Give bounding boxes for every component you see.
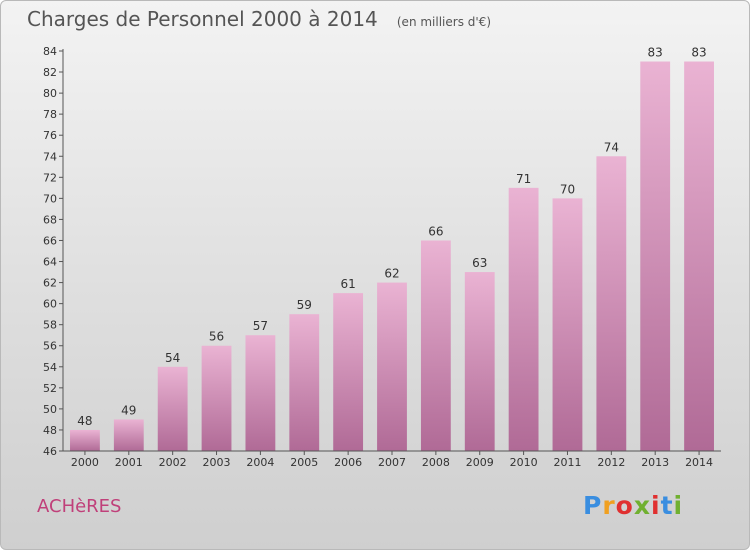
x-tick-label-2008: 2008 [422,456,450,469]
y-tick-label: 66 [43,234,57,247]
logo-letter: i [651,491,661,520]
y-tick-label: 78 [43,108,57,121]
y-tick-label: 80 [43,87,57,100]
x-tick-label-2010: 2010 [510,456,538,469]
data-label-2000: 48 [77,414,92,428]
bar-2013 [640,61,671,452]
data-label-2003: 56 [209,330,224,344]
data-label-2004: 57 [253,319,268,333]
logo-letter: i [673,491,684,520]
y-tick-label: 62 [43,277,57,290]
bar-2012 [596,156,627,451]
y-tick-label: 64 [43,256,57,269]
data-label-2011: 70 [560,182,575,196]
data-label-2010: 71 [516,172,531,186]
data-label-2012: 74 [604,140,619,154]
y-tick-label: 56 [43,340,57,353]
y-tick-label: 48 [43,424,57,437]
data-label-2014: 83 [691,46,706,60]
x-tick-label-2011: 2011 [553,456,581,469]
y-tick-label: 54 [43,361,57,374]
x-tick-label-2006: 2006 [334,456,362,469]
bar-2003 [201,345,232,451]
y-tick-label: 72 [43,171,57,184]
bar-2000 [70,429,100,451]
logo-letter: o [615,491,634,520]
city-name: ACHèRES [37,496,122,517]
logo-letter: P [583,491,603,520]
y-tick-label: 60 [43,298,57,311]
chart-title-block: Charges de Personnel 2000 à 2014 (en mil… [27,7,491,31]
data-label-2009: 63 [472,256,487,270]
data-label-2007: 62 [384,267,399,281]
bar-2006 [333,293,364,451]
bar-2007 [377,282,407,451]
data-label-2001: 49 [121,403,136,417]
y-tick-label: 74 [43,150,57,163]
bar-2002 [157,366,188,451]
bar-2005 [289,314,320,451]
bar-2008 [420,240,451,451]
x-tick-label-2004: 2004 [246,456,274,469]
x-tick-label-2013: 2013 [641,456,669,469]
y-tick-label: 70 [43,192,57,205]
bar-2004 [245,335,276,451]
logo-letter: t [660,491,674,520]
y-tick-label: 68 [43,213,57,226]
proxiti-logo: Proxiti [583,491,683,520]
data-label-2013: 83 [648,46,663,60]
x-tick-label-2007: 2007 [378,456,406,469]
y-tick-label: 50 [43,403,57,416]
bar-2009 [464,272,495,451]
logo-letter: r [602,491,616,520]
chart-unit: (en milliers d'€) [396,15,491,29]
bar-2010 [508,187,539,451]
y-tick-label: 76 [43,129,57,142]
y-tick-label: 84 [43,45,57,58]
bar-2001 [113,419,144,451]
data-label-2006: 61 [340,277,355,291]
x-tick-label-2000: 2000 [71,456,99,469]
bar-2011 [552,198,583,451]
y-tick-label: 58 [43,319,57,332]
bar-2014 [684,61,714,452]
x-tick-label-2005: 2005 [290,456,318,469]
y-tick-label: 46 [43,445,57,458]
y-tick-label: 82 [43,66,57,79]
x-tick-label-2014: 2014 [685,456,713,469]
data-label-2002: 54 [165,351,180,365]
y-tick-label: 52 [43,382,57,395]
logo-letter: x [633,491,651,520]
data-label-2005: 59 [297,298,312,312]
x-tick-label-2009: 2009 [466,456,494,469]
x-tick-label-2002: 2002 [159,456,187,469]
x-tick-label-2012: 2012 [597,456,625,469]
chart-title: Charges de Personnel 2000 à 2014 [27,7,378,31]
x-tick-label-2001: 2001 [115,456,143,469]
data-label-2008: 66 [428,224,443,238]
x-tick-label-2003: 2003 [203,456,231,469]
